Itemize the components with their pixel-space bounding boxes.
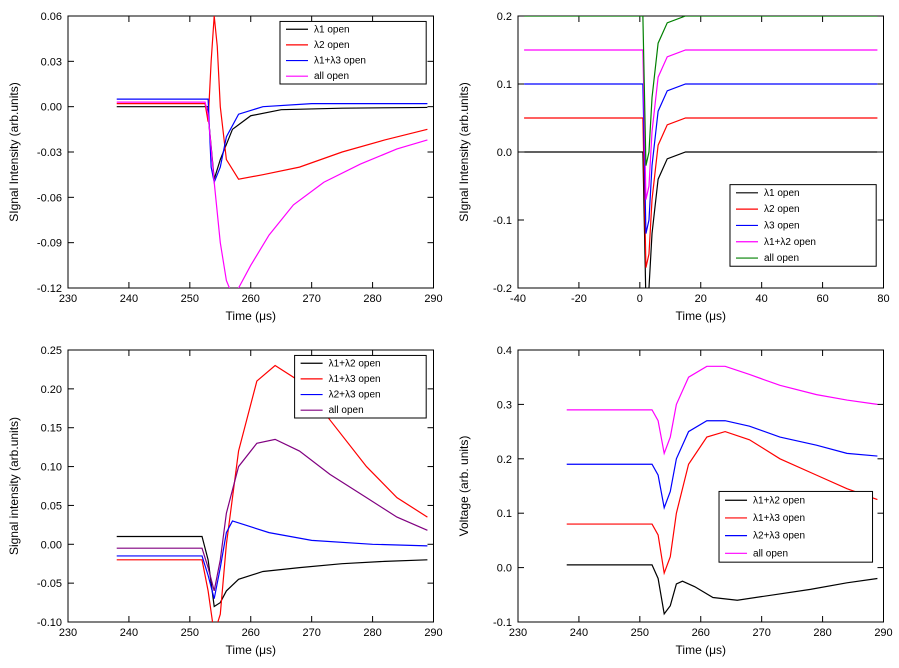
y-axis-label: Voltage (arb. units) [457,436,471,537]
ytick-label: -0.2 [493,283,512,295]
xtick-label: 270 [752,627,770,639]
x-axis-label: Time (μs) [226,309,276,323]
xtick-label: 250 [181,627,199,639]
x-axis-label: Time (μs) [675,309,725,323]
ytick-label: 0.1 [496,79,511,91]
ytick-label: 0.3 [496,399,511,411]
xtick-label: -20 [570,293,586,305]
ytick-label: -0.06 [37,192,62,204]
xtick-label: 0 [636,293,642,305]
legend-item-label: λ3 open [763,220,799,231]
series-line [524,50,877,200]
legend: λ1 open λ2 open λ3 open λ1+λ2 open all open [729,185,875,267]
xtick-label: 280 [813,627,831,639]
legend: λ1 open λ2 open λ1+λ3 open all open [280,21,426,84]
chart-br: 230240250260270280290-0.10.00.10.20.30.4… [450,334,899,668]
ytick-label: 0.0 [496,563,511,575]
ytick-label: 0.00 [41,102,62,114]
xtick-label: -40 [510,293,526,305]
chart-svg: -40 -20 0 20 40 60 80 -0.2 -0.1 0.0 0.1 0.2 Time (μs… [450,0,899,334]
y-axis-label: Signal intensity (arb.units) [7,417,21,555]
xtick-label: 240 [120,627,138,639]
series-line [566,366,877,453]
xtick-label: 290 [424,293,442,305]
ytick-label: 0.20 [41,384,62,396]
charts-grid: 230240250260270280290-0.12-0.09-0.06-0.0… [0,0,899,668]
ytick-label: 0.06 [41,11,62,23]
legend-item-label: λ1 open [763,188,799,199]
xtick-label: 290 [874,627,892,639]
x-axis-label: Time (μs) [226,643,276,657]
ytick-label: -0.1 [493,617,512,629]
xtick-label: 270 [302,293,320,305]
xtick-label: 20 [694,293,706,305]
ytick-label: 0.05 [41,500,62,512]
legend-item-label: all open [753,548,788,559]
ytick-label: 0.0 [496,147,511,159]
legend-item-label: λ1+λ2 open [763,237,815,248]
chart-bl: 230240250260270280290-0.10-0.050.000.050… [0,334,450,668]
legend-item-label: λ2 open [763,204,799,215]
series-line [117,107,428,180]
series-line [524,16,877,166]
xtick-label: 260 [242,627,260,639]
legend-item-label: all open [314,71,349,82]
legend-item-label: all open [329,405,364,416]
legend-item-label: λ1+λ2 open [329,358,381,369]
chart-svg: 230240250260270280290-0.12-0.09-0.06-0.0… [0,0,450,334]
ytick-label: 0.4 [496,345,511,357]
ytick-label: 0.15 [41,423,62,435]
xtick-label: 280 [363,293,381,305]
ytick-label: 0.1 [496,508,511,520]
xtick-label: 290 [424,627,442,639]
series-line [566,565,877,614]
series-line [117,439,428,591]
xtick-label: 40 [755,293,767,305]
legend: λ1+λ2 open λ1+λ3 open λ2+λ3 open all open [719,491,873,562]
legend-item-label: λ1 open [314,24,350,35]
xtick-label: 80 [877,293,889,305]
ytick-label: 0.00 [41,539,62,551]
legend-item-label: λ2+λ3 open [329,390,381,401]
ytick-label: 0.10 [41,462,62,474]
xtick-label: 260 [242,293,260,305]
ytick-label: 0.03 [41,56,62,68]
y-axis-label: SIgnal Intensity (arb.units) [7,82,21,221]
xtick-label: 280 [363,627,381,639]
legend: λ1+λ2 open λ1+λ3 open λ2+λ3 open all open [295,355,427,418]
legend-item-label: λ1+λ2 open [753,495,805,506]
legend-item-label: λ2+λ3 open [753,531,805,542]
x-axis-label: Time (μs) [675,643,725,657]
y-axis-label: SIgnal Intensity (arb.units) [457,82,471,221]
ytick-label: -0.03 [37,147,62,159]
ytick-label: 0.25 [41,345,62,357]
xtick-label: 260 [691,627,709,639]
xtick-label: 240 [569,627,587,639]
ytick-label: -0.10 [37,617,62,629]
chart-tr: -40 -20 0 20 40 60 80 -0.2 -0.1 0.0 0.1 0.2 Time (μs… [450,0,899,334]
xtick-label: 250 [630,627,648,639]
chart-tl: 230240250260270280290-0.12-0.09-0.06-0.0… [0,0,450,334]
legend-item-label: all open [763,253,798,264]
ytick-label: -0.05 [37,578,62,590]
ytick-label: 0.2 [496,11,511,23]
xtick-label: 270 [302,627,320,639]
legend-item-label: λ1+λ3 open [329,374,381,385]
series-line [117,537,428,607]
legend-item-label: λ1+λ3 open [314,56,366,67]
series-line [117,102,428,295]
chart-svg: 230240250260270280290-0.10.00.10.20.30.4… [450,334,899,668]
xtick-label: 250 [181,293,199,305]
ytick-label: -0.09 [37,238,62,250]
chart-svg: 230240250260270280290-0.10-0.050.000.050… [0,334,450,668]
legend-item-label: λ2 open [314,40,350,51]
ytick-label: -0.1 [493,215,512,227]
ytick-label: -0.12 [37,283,62,295]
legend-item-label: λ1+λ3 open [753,513,805,524]
ytick-label: 0.2 [496,454,511,466]
xtick-label: 60 [816,293,828,305]
xtick-label: 240 [120,293,138,305]
